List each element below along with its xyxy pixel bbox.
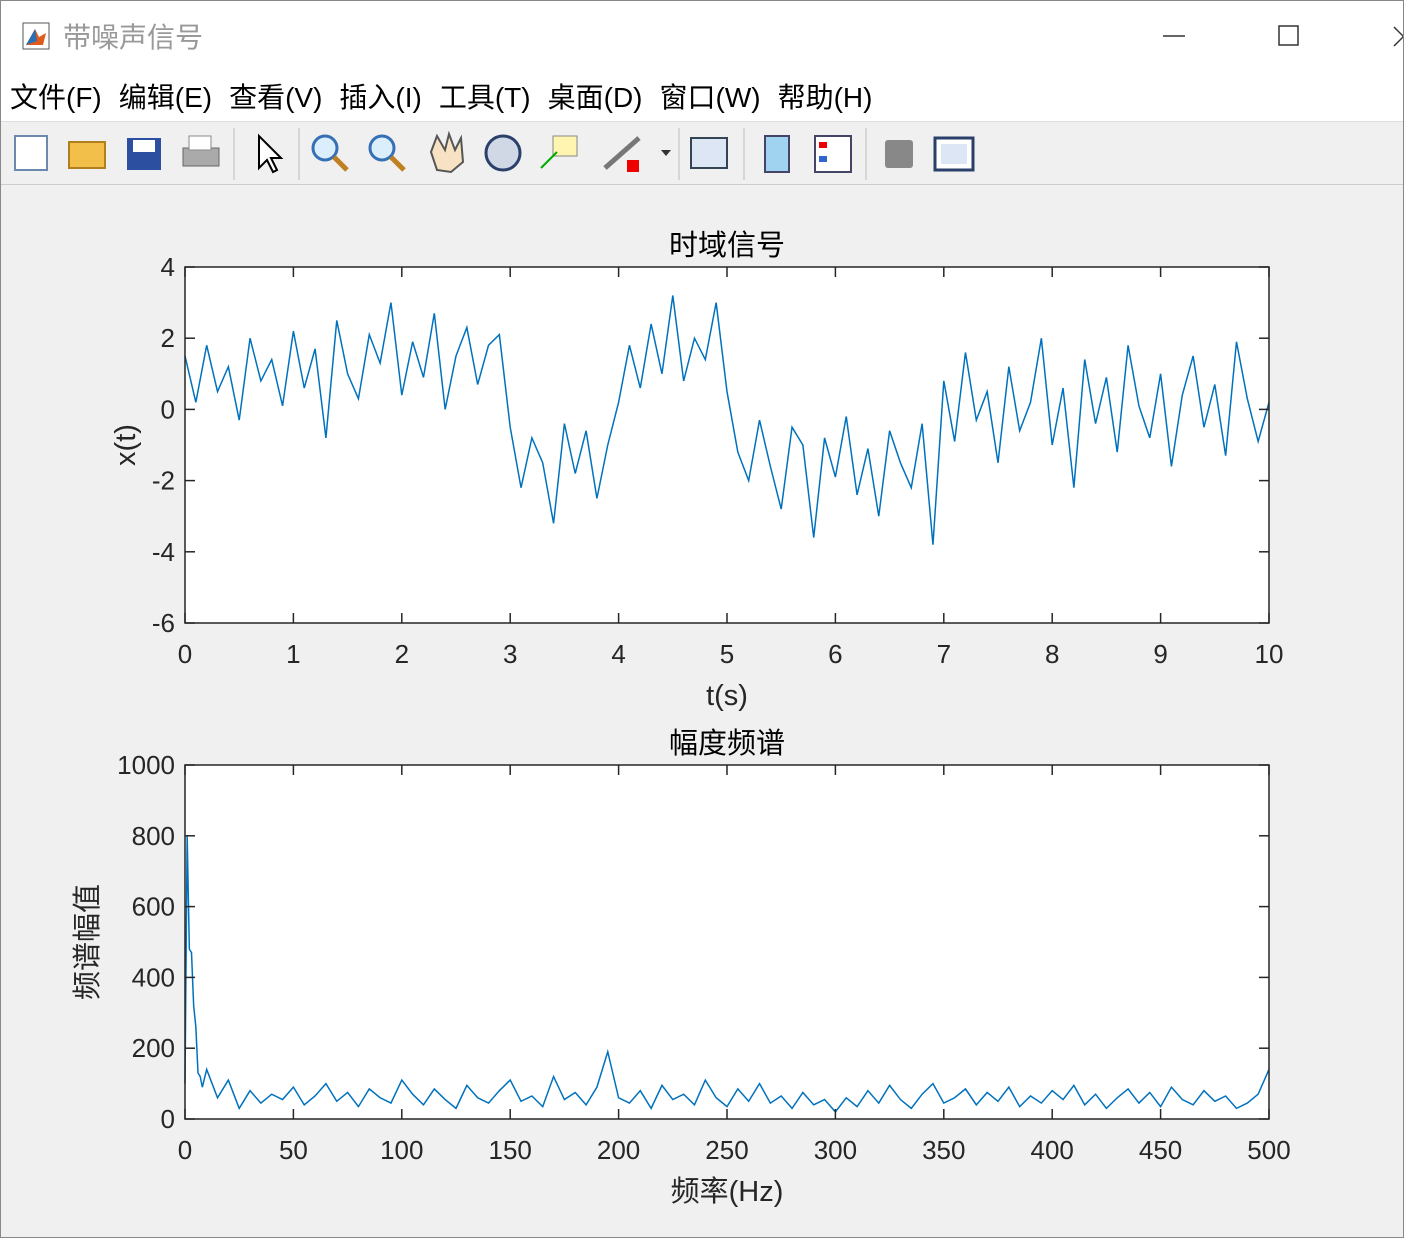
zoom-out-icon[interactable] (368, 134, 406, 172)
data-line (184, 295, 1270, 545)
x-tick-label: 0 (178, 1135, 192, 1165)
x-tick-label: 150 (489, 1135, 532, 1165)
save-icon[interactable] (127, 138, 161, 170)
x-tick-label: 300 (814, 1135, 857, 1165)
x-axis-label: 频率(Hz) (671, 1175, 784, 1208)
menu-item[interactable]: 工具(T) (438, 82, 531, 113)
menu-item[interactable]: 帮助(H) (777, 82, 873, 113)
y-tick-label: 1000 (117, 750, 175, 780)
x-tick-label: 8 (1045, 639, 1059, 669)
app-icon (22, 22, 50, 50)
y-tick-label: 2 (161, 323, 175, 353)
x-tick-label: 9 (1153, 639, 1167, 669)
x-tick-label: 6 (828, 639, 842, 669)
y-tick-label: 800 (132, 821, 175, 851)
menu-item[interactable]: 查看(V) (229, 82, 323, 113)
x-tick-label: 2 (395, 639, 409, 669)
y-axis-label: x(t) (110, 424, 142, 466)
menu-bar: 文件(F) 编辑(E) 查看(V) 插入(I) 工具(T) 桌面(D) 窗口(W) 帮助(H) (1, 71, 1403, 122)
x-tick-label: 5 (720, 639, 734, 669)
close-button[interactable] (1393, 26, 1403, 47)
toolbar-icons (14, 128, 975, 180)
x-tick-label: 4 (611, 639, 625, 669)
x-tick-label: 7 (937, 639, 951, 669)
menu-item[interactable]: 编辑(E) (118, 82, 213, 113)
x-tick-label: 50 (279, 1135, 308, 1165)
figure-area: 0 1 2 3 4 5 6 7 8 9 10 -6 -4 -2 0 2 4 时域信号 t(s) x(t) 0 50 100 1… (71, 229, 1291, 1208)
x-tick-label: 3 (503, 639, 517, 669)
link-icon[interactable] (690, 137, 728, 169)
hide-plot-tools-icon[interactable] (885, 140, 913, 168)
brush-icon[interactable] (603, 136, 671, 172)
y-tick-label: -2 (152, 466, 175, 496)
pointer-icon[interactable] (258, 133, 284, 174)
window-controls (1163, 25, 1403, 47)
x-tick-label: 400 (1031, 1135, 1074, 1165)
x-tick-label: 10 (1255, 639, 1284, 669)
legend-icon[interactable] (814, 135, 852, 173)
y-tick-label: 0 (161, 1104, 175, 1134)
print-icon[interactable] (182, 135, 220, 167)
zoom-in-icon[interactable] (311, 134, 349, 172)
y-tick-label: -4 (152, 537, 175, 567)
rotate-icon[interactable] (484, 134, 522, 172)
x-tick-label: 0 (178, 639, 192, 669)
x-tick-label: 450 (1139, 1135, 1182, 1165)
menu-item[interactable]: 文件(F) (10, 82, 102, 113)
plot-area (185, 765, 1269, 1119)
y-tick-label: 0 (161, 394, 175, 424)
x-tick-label: 350 (922, 1135, 965, 1165)
chart-title: 时域信号 (669, 229, 785, 262)
new-icon[interactable] (14, 135, 48, 171)
pan-icon[interactable] (429, 130, 465, 174)
maximize-button[interactable] (1278, 25, 1299, 46)
show-plot-tools-icon[interactable] (933, 136, 975, 172)
data-line (184, 835, 1270, 1114)
plot-area (185, 267, 1269, 623)
x-tick-label: 1 (286, 639, 300, 669)
x-axis-label: t(s) (706, 680, 748, 712)
title-bar: 带噪声信号 (1, 1, 1403, 71)
y-tick-label: 400 (132, 962, 175, 992)
y-axis-label: 频谱幅值 (71, 884, 104, 1000)
menu-item[interactable]: 窗口(W) (659, 82, 761, 113)
x-tick-label: 500 (1247, 1135, 1290, 1165)
open-icon[interactable] (68, 141, 106, 169)
menu-item[interactable]: 桌面(D) (547, 82, 643, 113)
x-tick-label: 200 (597, 1135, 640, 1165)
y-tick-label: -6 (152, 608, 175, 638)
x-tick-label: 100 (380, 1135, 423, 1165)
datatip-icon[interactable] (540, 135, 578, 169)
y-tick-label: 600 (132, 892, 175, 922)
chart-title: 幅度频谱 (669, 727, 785, 760)
colorbar-icon[interactable] (764, 135, 790, 173)
menu-item[interactable]: 插入(I) (339, 82, 422, 113)
x-tick-label: 250 (705, 1135, 748, 1165)
window-title: 带噪声信号 (63, 22, 204, 53)
y-tick-label: 4 (161, 252, 175, 282)
y-tick-label: 200 (132, 1033, 175, 1063)
toolbar (1, 122, 1403, 185)
